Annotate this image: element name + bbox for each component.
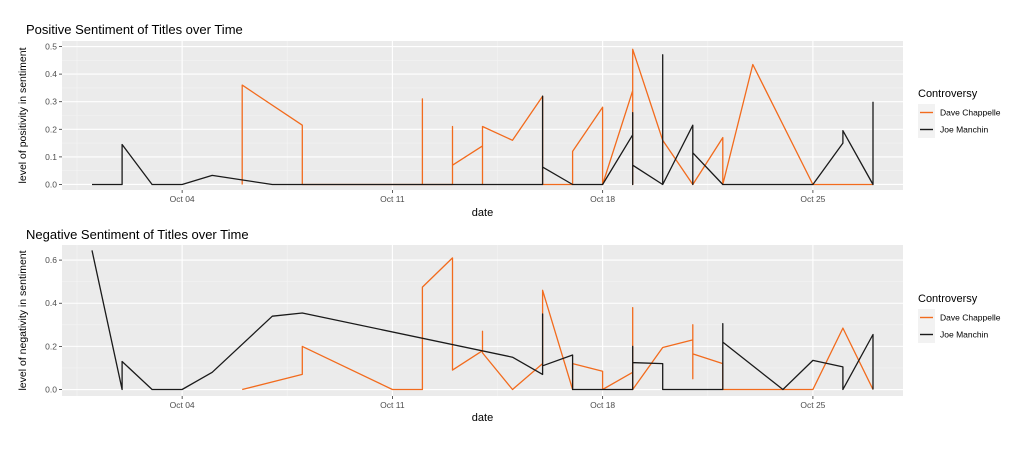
y-tick-label: 0.4 — [45, 69, 57, 79]
chart-1: 0.0 0.1 0.2 0.3 0.4 0.5 Oct 04 Oct 11 Oct 18 Oct … — [17, 22, 1001, 219]
x-tick-label: Oct 25 — [800, 400, 825, 410]
x-tick-label: Oct 25 — [800, 194, 825, 204]
y-tick-label: 0.3 — [45, 97, 57, 107]
x-tick-label: Oct 04 — [170, 194, 195, 204]
y-tick-label: 0.2 — [45, 124, 57, 134]
x-tick-label: Oct 11 — [380, 194, 405, 204]
series-line-joe-manchin — [92, 54, 874, 186]
y-axis-label: level of positivity in sentiment — [17, 47, 29, 183]
x-axis-label: date — [472, 207, 493, 219]
x-tick-label: Oct 18 — [590, 194, 615, 204]
x-axis-label: date — [472, 412, 493, 424]
legend-title: Controversy — [918, 293, 978, 305]
legend-title: Controversy — [918, 88, 978, 100]
plot-panel — [62, 245, 903, 396]
y-tick-label: 0.4 — [45, 298, 57, 308]
legend-label: Dave Chappelle — [940, 108, 1001, 118]
chart-2: 0.0 0.2 0.4 0.6 Oct 04 Oct 11 Oct 18 Oct 25 Nega… — [17, 227, 1001, 424]
x-tick-label: Oct 18 — [590, 400, 615, 410]
y-tick-label: 0.1 — [45, 152, 57, 162]
legend: Controversy Dave Chappelle Joe Manchin — [918, 88, 1001, 138]
y-tick-label: 0.0 — [45, 179, 57, 189]
series-line-joe-manchin — [91, 250, 874, 391]
y-tick-label: 0.2 — [45, 341, 57, 351]
legend: Controversy Dave Chappelle Joe Manchin — [918, 293, 1001, 343]
y-tick-label: 0.6 — [45, 255, 57, 265]
chart-title: Positive Sentiment of Titles over Time — [26, 22, 243, 37]
x-tick-label: Oct 11 — [380, 400, 405, 410]
legend-label: Dave Chappelle — [940, 313, 1001, 323]
y-tick-label: 0.0 — [45, 385, 57, 395]
legend-label: Joe Manchin — [940, 125, 988, 135]
y-axis-label: level of negativity in sentiment — [17, 250, 29, 390]
chart-title: Negative Sentiment of Titles over Time — [26, 227, 249, 242]
x-tick-label: Oct 04 — [170, 400, 195, 410]
y-tick-label: 0.5 — [45, 42, 57, 52]
legend-label: Joe Manchin — [940, 330, 988, 340]
